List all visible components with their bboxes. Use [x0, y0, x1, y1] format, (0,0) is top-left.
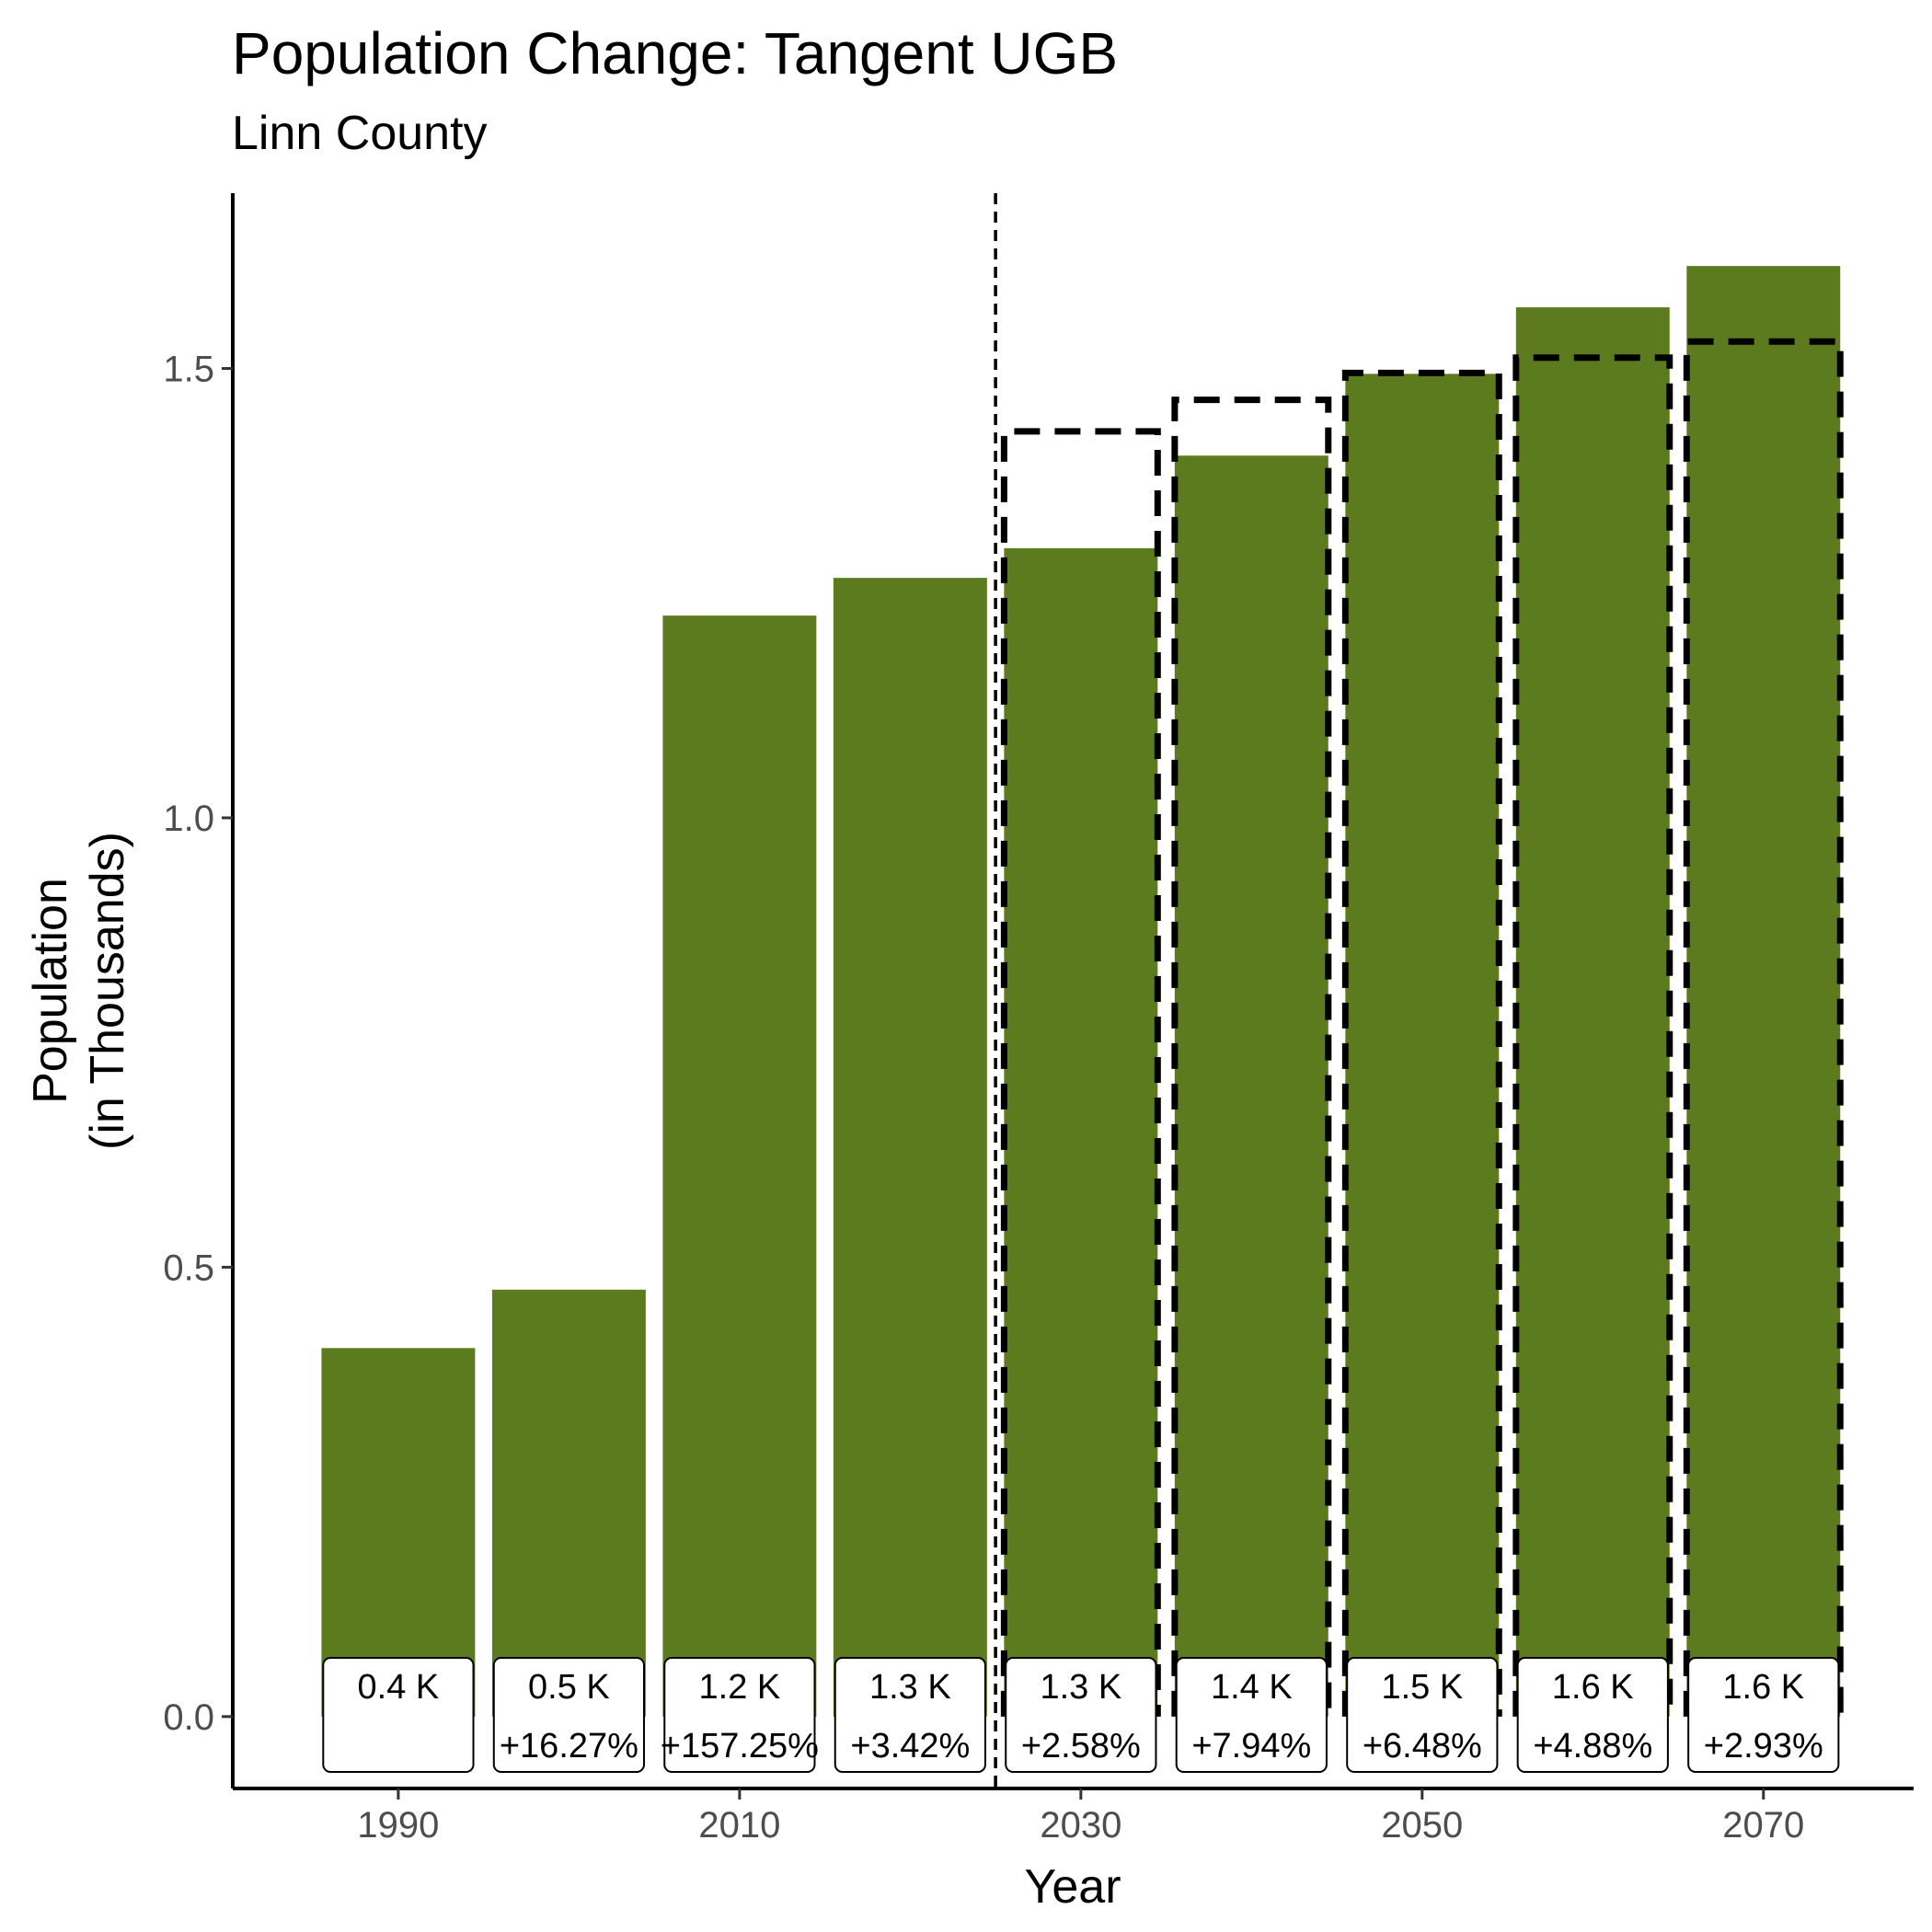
x-tick-label: 2050	[1381, 1805, 1463, 1846]
bar-2050	[1345, 374, 1500, 1717]
y-tick-label: 0.0	[163, 1697, 214, 1738]
value-label-2060: 1.6 K	[1552, 1668, 1634, 1707]
bar-2030	[1004, 547, 1158, 1717]
forecast-outline-layer	[1000, 338, 1844, 1717]
y-axis-title-line-2: (in Thousands)	[81, 832, 134, 1150]
y-ticks: 0.0 0.5 1.0 1.5	[163, 349, 233, 1738]
value-label-2050: 1.5 K	[1381, 1668, 1463, 1707]
chart-title: Population Change: Tangent UGB	[232, 20, 1118, 86]
data-label-box-2020	[834, 1657, 986, 1773]
data-label-box-1990	[322, 1657, 475, 1773]
value-label-2070: 1.6 K	[1722, 1668, 1804, 1707]
change-label-2050: +6.48%	[1363, 1727, 1482, 1765]
value-label-2020: 1.3 K	[869, 1668, 951, 1707]
value-label-2040: 1.4 K	[1211, 1668, 1293, 1707]
y-axis-title-group: Population (in Thousands)	[24, 832, 134, 1150]
forecast-outline-2050	[1341, 369, 1502, 1717]
data-label-box-2000	[492, 1657, 646, 1773]
data-label-box-2070	[1687, 1657, 1840, 1773]
y-tick-label: 1.0	[163, 799, 214, 839]
bar-2010	[662, 615, 817, 1717]
change-label-2030: +2.58%	[1021, 1727, 1141, 1765]
bar-2020	[833, 578, 987, 1717]
bar-1990	[321, 1348, 476, 1717]
chart-subtitle: Linn County	[232, 107, 488, 160]
value-label-2010: 1.2 K	[699, 1668, 781, 1707]
data-label-box-2040	[1175, 1657, 1328, 1773]
bar-2060	[1515, 307, 1670, 1717]
value-label-2030: 1.3 K	[1040, 1668, 1121, 1707]
data-labels-layer: 0.4 K 0.5 K +16.27% 1.2 K +157.25% 1.3 K +3.42…	[322, 1657, 1840, 1773]
bar-2000	[491, 1289, 646, 1717]
change-label-2010: +157.25%	[661, 1727, 819, 1765]
change-label-2060: +4.88%	[1533, 1727, 1652, 1765]
x-ticks: 1990 2010 2030 2050 2070	[357, 1788, 1804, 1846]
change-label-2040: +7.94%	[1191, 1727, 1311, 1765]
forecast-outline-2060	[1512, 354, 1673, 1717]
x-axis-title: Year	[1024, 1860, 1121, 1914]
change-label-2020: +3.42%	[850, 1727, 970, 1765]
x-tick-label: 1990	[357, 1805, 439, 1846]
x-tick-label: 2030	[1040, 1805, 1121, 1846]
y-tick-label: 1.5	[163, 349, 214, 389]
bars-layer	[321, 266, 1841, 1717]
change-label-2070: +2.93%	[1704, 1727, 1823, 1765]
y-axis-title-line-1: Population	[24, 878, 77, 1104]
data-label-box-2030	[1005, 1657, 1157, 1773]
value-label-1990: 0.4 K	[358, 1668, 440, 1707]
y-tick-label: 0.5	[163, 1248, 214, 1288]
bar-2070	[1686, 266, 1841, 1717]
value-label-2000: 0.5 K	[528, 1668, 610, 1707]
data-label-box-2060	[1516, 1657, 1669, 1773]
x-tick-label: 2070	[1722, 1805, 1804, 1846]
data-label-box-2050	[1346, 1657, 1499, 1773]
forecast-outline-2030	[1000, 428, 1161, 1717]
bar-2040	[1174, 455, 1328, 1717]
x-tick-label: 2010	[698, 1805, 780, 1846]
data-label-box-2010	[663, 1657, 816, 1773]
change-label-2000: +16.27%	[500, 1727, 638, 1765]
forecast-outline-2040	[1171, 397, 1332, 1717]
